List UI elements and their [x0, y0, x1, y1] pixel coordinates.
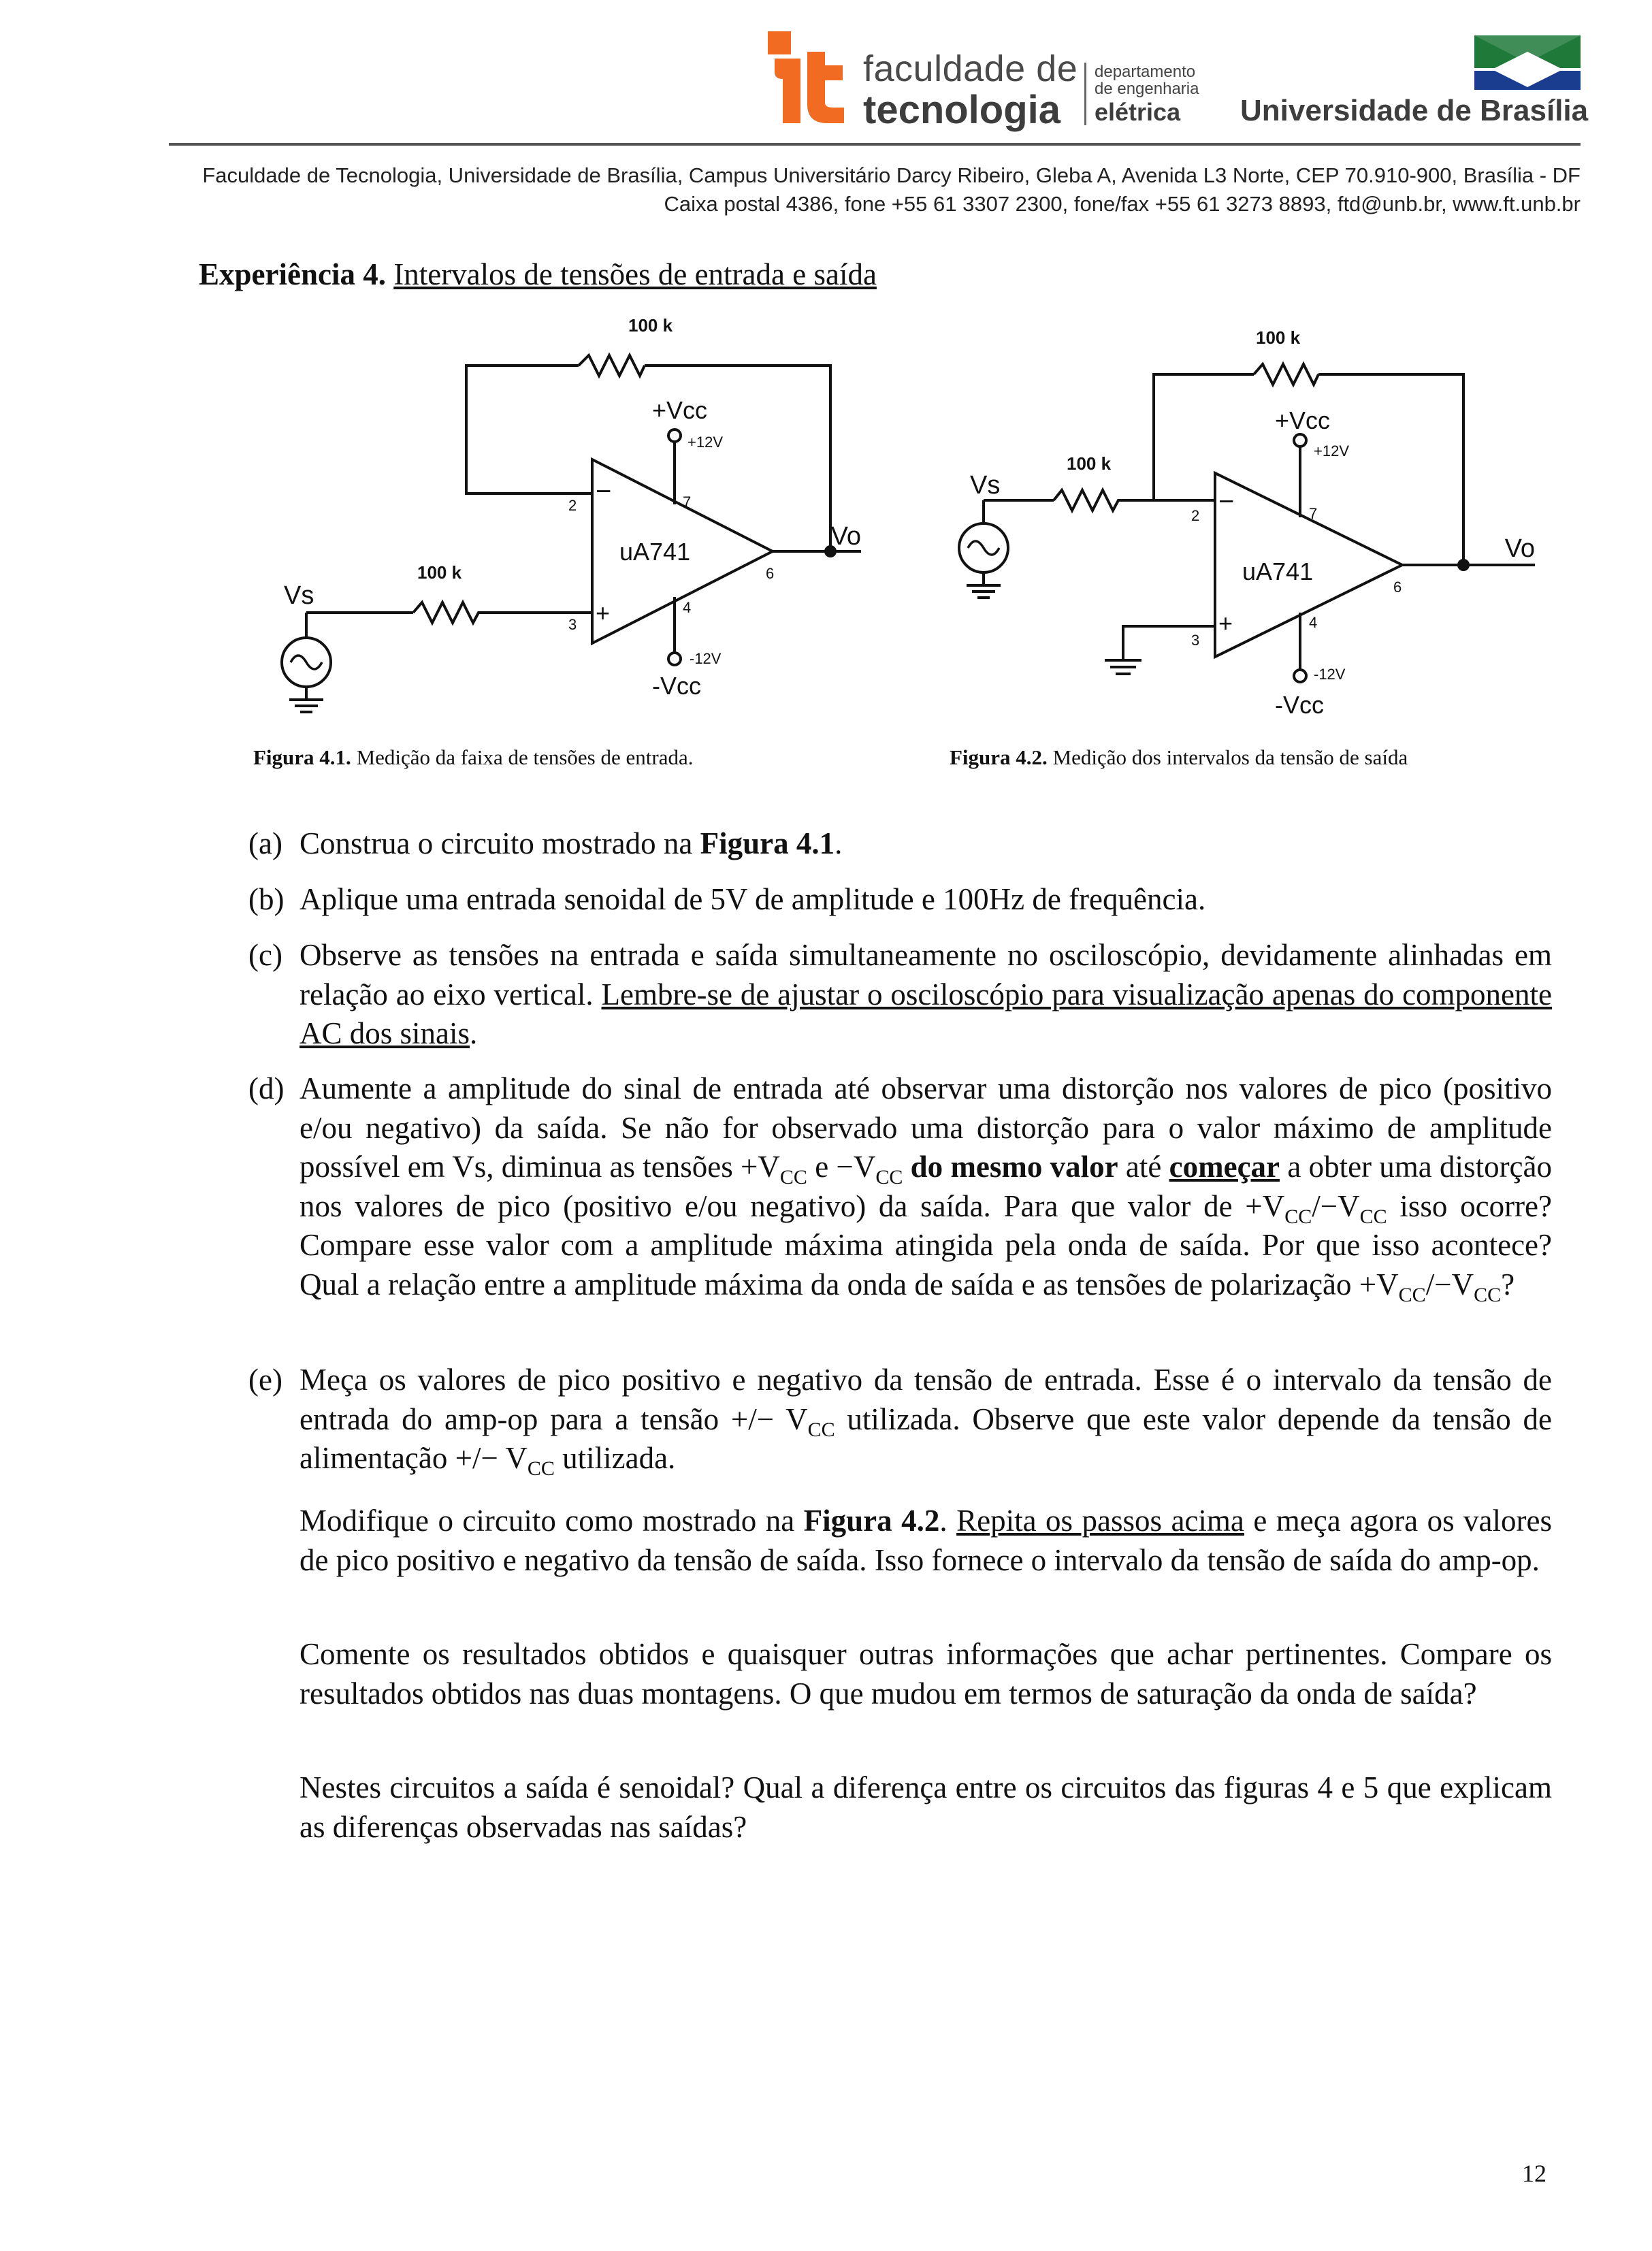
vcc-negative-label: -Vcc [652, 672, 701, 700]
page-number: 12 [1522, 2160, 1546, 2187]
pin-2-label: 2 [1191, 507, 1199, 524]
figure-4-2-circuit: 100 k 100 k Vs +Vcc +12V -12V -Vcc uA741… [958, 327, 1535, 719]
department-line1: departamento [1095, 63, 1196, 81]
source-label: Vs [284, 581, 314, 610]
inverting-sign: − [596, 476, 611, 506]
output-label: Vo [831, 522, 861, 551]
item-text: Observe as tensões na entrada e saída si… [299, 938, 1552, 1050]
department-line3: elétrica [1095, 98, 1181, 126]
item-text: Construa o circuito mostrado na Figura 4… [299, 826, 843, 860]
feedback-resistor-label: 100 k [628, 317, 673, 336]
vcc-positive-value: +12V [1314, 442, 1349, 459]
faculty-name-line2: tecnologia [863, 88, 1061, 132]
output-label: Vo [1505, 534, 1535, 563]
experiment-number: Experiência 4. [199, 257, 386, 291]
item-label: (a) [248, 826, 282, 860]
list-item: (a) Construa o circuito mostrado na Figu… [248, 824, 1552, 864]
pin-7-label: 7 [1309, 505, 1317, 522]
item-text: Aumente a amplitude do sinal de entrada … [299, 1071, 1553, 1306]
figure-4-2-caption-label: Figura 4.2. [950, 745, 1048, 769]
item-label: (d) [248, 1071, 285, 1105]
item-label: (e) [248, 1363, 282, 1397]
vcc-positive-label: +Vcc [652, 396, 707, 424]
address-line1: Faculdade de Tecnologia, Universidade de… [202, 163, 1581, 187]
item-text: Aplique uma entrada senoidal de 5V de am… [299, 882, 1206, 916]
vcc-negative-value: -12V [690, 650, 722, 667]
address-line2: Caixa postal 4386, fone +55 61 3307 2300… [664, 192, 1581, 216]
pin-3-label: 3 [1191, 632, 1199, 649]
vcc-negative-value: -12V [1314, 666, 1346, 683]
pin-4-label: 4 [683, 599, 691, 616]
pin-3-label: 3 [568, 616, 577, 633]
list-item: (c) Observe as tensões na entrada e saíd… [248, 936, 1552, 1054]
feedback-resistor [577, 352, 646, 379]
university-name: Universidade de Brasília [1240, 94, 1589, 127]
paragraph-comment-results: Comente os resultados obtidos e quaisque… [299, 1637, 1552, 1711]
paragraph-questions: Nestes circuitos a saída é senoidal? Qua… [299, 1770, 1552, 1844]
paragraph-modify-circuit: Modifique o circuito como mostrado na Fi… [299, 1504, 1552, 1577]
input-resistor-label: 100 k [417, 562, 462, 583]
noninverting-sign: + [1218, 609, 1233, 637]
figure-4-1-caption-label: Figura 4.1. [253, 745, 351, 769]
item-label: (b) [248, 882, 285, 916]
experiment-title: Experiência 4. Intervalos de tensões de … [199, 257, 877, 292]
list-item: (d) Aumente a amplitude do sinal de entr… [248, 1069, 1553, 1306]
opamp-label: uA741 [1242, 557, 1313, 585]
opamp-label: uA741 [619, 538, 690, 566]
vcc-positive-value: +12V [687, 434, 723, 451]
inverting-sign: − [1218, 487, 1234, 517]
vcc-positive-label: +Vcc [1275, 406, 1330, 434]
item-label: (c) [248, 938, 282, 972]
opamp-triangle [591, 457, 776, 646]
header-divider [1084, 63, 1086, 125]
vcc-negative-label: -Vcc [1275, 691, 1324, 719]
faculty-name-line1: faculdade de [863, 48, 1078, 89]
source-label: Vs [970, 471, 1000, 500]
opamp-triangle [1214, 470, 1406, 660]
figure-4-2-caption-text: Medição dos intervalos da tensão de saíd… [1047, 745, 1408, 769]
figure-4-2-caption: Figura 4.2. Medição dos intervalos da te… [950, 745, 1408, 770]
feedback-resistor [1252, 361, 1320, 388]
unb-logo-icon [1474, 35, 1581, 90]
noninverting-sign: + [596, 599, 610, 627]
pin-4-label: 4 [1309, 614, 1317, 631]
department-line2: de engenharia [1095, 80, 1199, 98]
pin-7-label: 7 [683, 493, 691, 511]
figure-4-1-caption-text: Medição da faixa de tensões de entrada. [351, 745, 694, 769]
pin-2-label: 2 [568, 497, 577, 514]
list-item: (e) Meça os valores de pico positivo e n… [248, 1361, 1552, 1480]
input-resistor-label: 100 k [1067, 453, 1112, 474]
figure-4-1-circuit: 100 k 100 k Vs +Vcc +12V -12V -Vcc uA741… [280, 317, 861, 713]
header-rule [169, 143, 1581, 146]
feedback-resistor-label: 100 k [1256, 327, 1301, 348]
pin-6-label: 6 [766, 565, 774, 582]
pin-6-label: 6 [1393, 579, 1402, 596]
experiment-subject: Intervalos de tensões de entrada e saída [393, 257, 877, 291]
item-text: Meça os valores de pico positivo e negat… [299, 1363, 1552, 1480]
figure-4-1-caption: Figura 4.1. Medição da faixa de tensões … [253, 745, 693, 770]
ft-logo-icon [768, 31, 844, 123]
list-item: (b) Aplique uma entrada senoidal de 5V d… [248, 880, 1552, 920]
input-resistor [412, 599, 562, 626]
input-resistor [1052, 487, 1215, 514]
